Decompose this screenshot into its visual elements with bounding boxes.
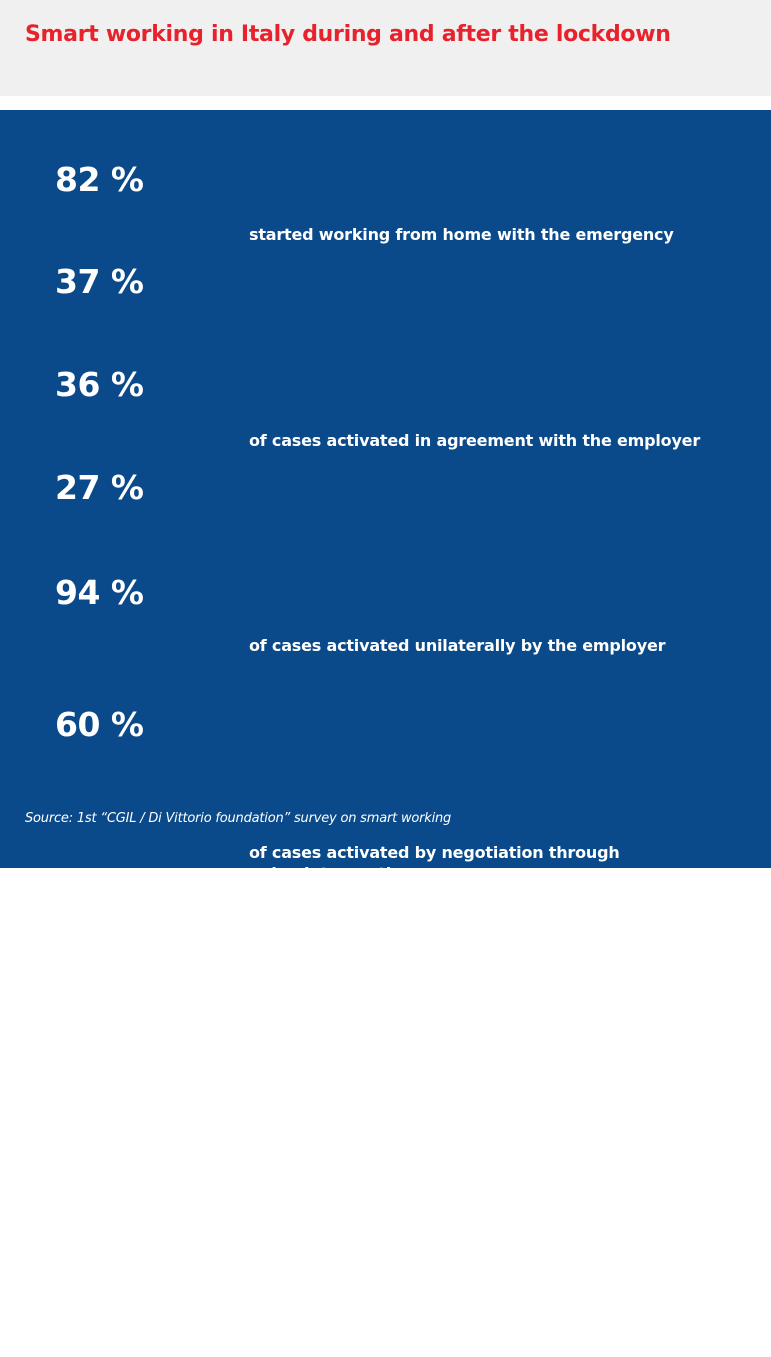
stat-percentage: 36 % [55, 365, 144, 404]
stat-percentage: 94 % [55, 573, 144, 612]
stat-percentage: 60 % [55, 705, 144, 744]
stat-description: of cases activated unilaterally by the e… [249, 636, 666, 655]
stat-description: started working from home with the emerg… [249, 225, 674, 244]
page-title: Smart working in Italy during and after … [25, 22, 671, 47]
stat-description: agree that smart working saves travel ti… [249, 1051, 716, 1133]
stat-percentage: 82 % [55, 160, 144, 199]
stat-description: would like to continue the smart working… [249, 1316, 716, 1356]
infographic-page: Smart working in Italy during and after … [0, 0, 771, 868]
stats-panel: 82 % started working from home with the … [0, 110, 771, 1356]
stat-percentage: 37 % [55, 262, 144, 301]
stat-description: of cases activated by negotiation throug… [249, 843, 620, 883]
header-band: Smart working in Italy during and after … [0, 0, 771, 96]
stat-description: of cases activated in agreement with the… [249, 431, 701, 450]
source-note: Source: 1st “CGIL / Di Vittorio foundati… [25, 811, 452, 826]
stat-percentage: 27 % [55, 468, 144, 507]
